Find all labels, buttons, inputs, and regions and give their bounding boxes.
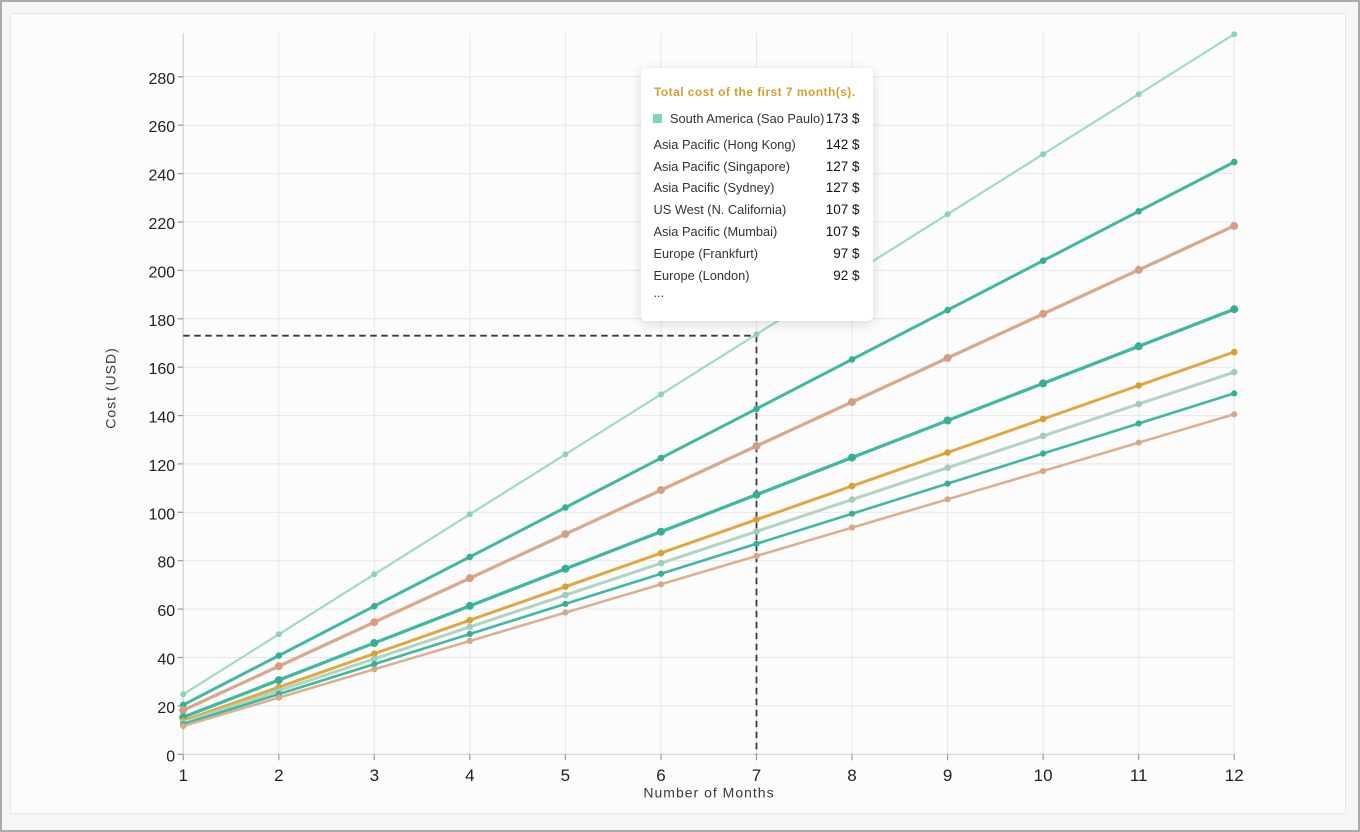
svg-text:3: 3	[370, 766, 379, 785]
svg-text:1: 1	[178, 766, 187, 785]
svg-text:0: 0	[166, 748, 175, 765]
svg-text:2: 2	[274, 766, 283, 785]
svg-text:8: 8	[847, 766, 856, 785]
svg-text:20: 20	[157, 700, 175, 717]
svg-text:Number of Months: Number of Months	[643, 785, 774, 801]
svg-text:200: 200	[148, 264, 175, 281]
svg-text:220: 220	[148, 216, 175, 233]
svg-text:7: 7	[752, 766, 761, 785]
svg-text:10: 10	[1034, 766, 1053, 785]
svg-text:280: 280	[148, 71, 175, 88]
svg-text:6: 6	[656, 766, 665, 785]
svg-text:5: 5	[561, 766, 570, 785]
svg-text:40: 40	[157, 652, 175, 669]
svg-text:240: 240	[148, 168, 175, 185]
svg-text:4: 4	[465, 766, 474, 785]
svg-text:140: 140	[148, 410, 175, 427]
svg-text:80: 80	[157, 555, 175, 572]
svg-text:11: 11	[1130, 766, 1148, 785]
svg-text:60: 60	[157, 603, 175, 620]
svg-text:Cost (USD): Cost (USD)	[103, 347, 119, 429]
svg-text:12: 12	[1225, 766, 1244, 785]
svg-text:160: 160	[148, 361, 175, 378]
svg-text:260: 260	[148, 119, 175, 136]
svg-text:100: 100	[148, 506, 175, 523]
svg-text:9: 9	[943, 766, 952, 785]
svg-text:180: 180	[148, 313, 175, 330]
svg-text:120: 120	[148, 458, 175, 475]
